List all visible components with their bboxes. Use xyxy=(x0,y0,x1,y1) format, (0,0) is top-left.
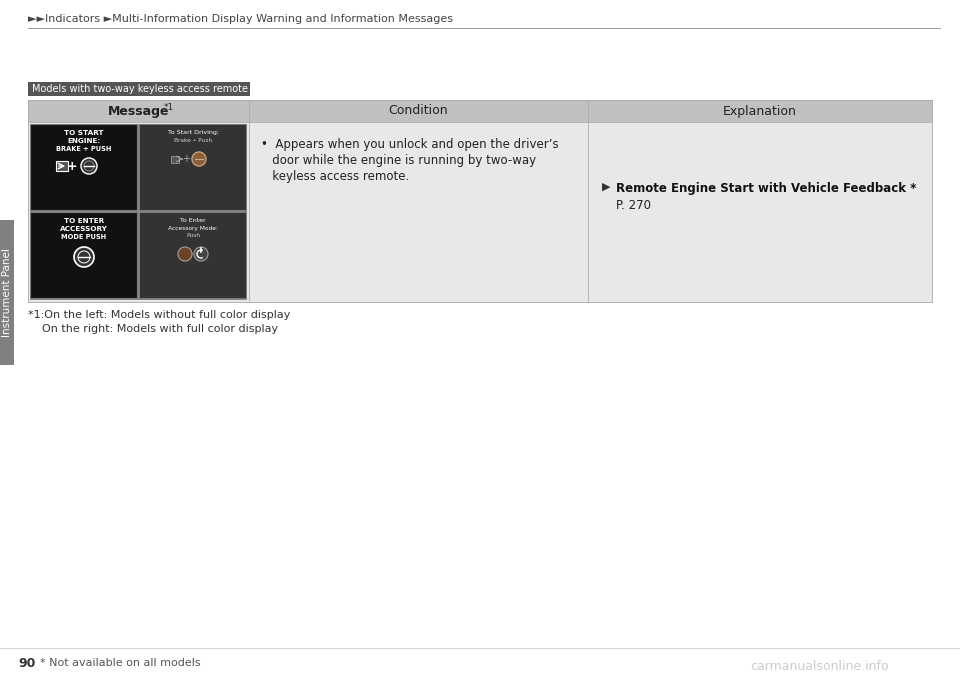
Bar xyxy=(30,124,247,300)
Text: *1:On the left: Models without full color display: *1:On the left: Models without full colo… xyxy=(28,310,290,320)
Bar xyxy=(28,122,249,302)
Text: Condition: Condition xyxy=(389,104,448,117)
Bar xyxy=(31,213,137,298)
Text: P. 270: P. 270 xyxy=(616,199,651,212)
Circle shape xyxy=(74,247,94,267)
Bar xyxy=(171,156,179,163)
Text: BRAKE + PUSH: BRAKE + PUSH xyxy=(57,146,111,152)
Text: door while the engine is running by two-way: door while the engine is running by two-… xyxy=(261,154,536,167)
Text: ACCESSORY: ACCESSORY xyxy=(60,226,108,232)
Bar xyxy=(140,125,246,210)
Text: * Not available on all models: * Not available on all models xyxy=(40,658,201,668)
Bar xyxy=(588,122,932,302)
Circle shape xyxy=(192,152,206,166)
Bar xyxy=(28,100,249,122)
Text: To Enter: To Enter xyxy=(180,218,205,223)
Text: On the right: Models with full color display: On the right: Models with full color dis… xyxy=(28,324,278,334)
Text: *1: *1 xyxy=(163,104,174,113)
Text: Explanation: Explanation xyxy=(723,104,797,117)
Bar xyxy=(140,213,246,298)
Text: TO START: TO START xyxy=(64,130,104,136)
Text: ENGINE:: ENGINE: xyxy=(67,138,101,144)
Circle shape xyxy=(178,247,192,261)
Text: Brake • Push: Brake • Push xyxy=(174,138,212,143)
Text: 90: 90 xyxy=(18,657,36,670)
Text: Models with two-way keyless access remote: Models with two-way keyless access remot… xyxy=(32,84,248,94)
Circle shape xyxy=(81,158,97,174)
Text: Remote Engine Start with Vehicle Feedback *: Remote Engine Start with Vehicle Feedbac… xyxy=(616,182,917,195)
Bar xyxy=(0,220,14,365)
Text: Instrument Panel: Instrument Panel xyxy=(2,248,12,337)
Bar xyxy=(31,125,137,210)
Bar xyxy=(28,82,250,96)
Bar xyxy=(249,122,588,302)
Text: +: + xyxy=(182,154,190,164)
Text: TO ENTER: TO ENTER xyxy=(64,218,104,224)
Text: +: + xyxy=(66,159,78,172)
Circle shape xyxy=(194,247,208,261)
Bar xyxy=(249,100,588,122)
Bar xyxy=(588,100,932,122)
Text: Push: Push xyxy=(186,233,200,238)
Bar xyxy=(56,161,68,171)
Text: keyless access remote.: keyless access remote. xyxy=(261,170,409,183)
Text: MODE PUSH: MODE PUSH xyxy=(61,234,107,240)
Bar xyxy=(28,100,932,302)
Text: To Start Driving:: To Start Driving: xyxy=(167,130,219,135)
Text: •  Appears when you unlock and open the driver’s: • Appears when you unlock and open the d… xyxy=(261,138,559,151)
Text: carmanualsonline.info: carmanualsonline.info xyxy=(750,660,889,673)
Text: Message: Message xyxy=(108,104,169,117)
Text: Accessory Mode:: Accessory Mode: xyxy=(168,226,218,231)
Text: ►►Indicators ►Multi-Information Display Warning and Information Messages: ►►Indicators ►Multi-Information Display … xyxy=(28,14,453,24)
Text: ▶: ▶ xyxy=(602,182,611,192)
